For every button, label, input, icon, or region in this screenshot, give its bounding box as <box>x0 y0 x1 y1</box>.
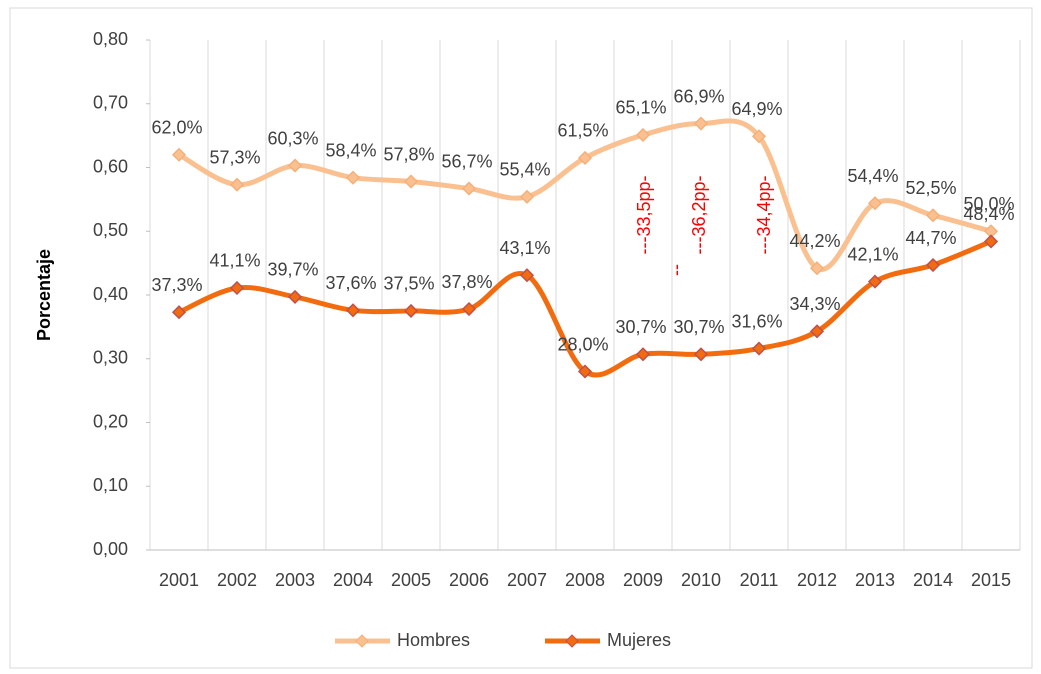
y-tick-label: 0,50 <box>93 220 128 240</box>
legend-label: Mujeres <box>607 630 671 650</box>
data-label: 43,1% <box>499 238 550 258</box>
data-label: 30,7% <box>615 317 666 337</box>
data-label: 42,1% <box>847 244 898 264</box>
data-label: 57,3% <box>209 147 260 167</box>
marker <box>287 158 303 173</box>
x-tick-label: 2005 <box>391 570 431 590</box>
chart-border <box>9 7 1033 669</box>
data-label: 54,4% <box>847 166 898 186</box>
y-tick-label: 0,80 <box>93 29 128 49</box>
x-tick-label: 2002 <box>217 570 257 590</box>
data-label: 48,4% <box>963 204 1014 224</box>
marker <box>925 208 941 223</box>
data-label: 57,8% <box>383 144 434 164</box>
marker <box>751 129 767 144</box>
y-tick-label: 0,60 <box>93 156 128 176</box>
marker <box>171 147 187 162</box>
data-label: 37,3% <box>151 275 202 295</box>
data-label: 65,1% <box>615 98 666 118</box>
marker <box>925 257 941 273</box>
y-tick-label: 0,30 <box>93 348 128 368</box>
annotation: -- <box>666 264 686 276</box>
legend-marker <box>355 634 369 648</box>
marker <box>693 116 709 131</box>
x-tick-label: 2014 <box>913 570 953 590</box>
marker <box>345 170 361 185</box>
data-label: 30,7% <box>673 317 724 337</box>
data-label: 52,5% <box>905 178 956 198</box>
data-label: 34,3% <box>789 294 840 314</box>
x-tick-label: 2011 <box>740 570 779 590</box>
x-tick-label: 2003 <box>275 570 315 590</box>
y-tick-label: 0,40 <box>93 284 128 304</box>
data-label: 37,8% <box>441 272 492 292</box>
data-label: 55,4% <box>499 160 550 180</box>
marker <box>751 341 767 356</box>
marker <box>577 364 593 379</box>
x-tick-label: 2012 <box>797 570 837 590</box>
data-label: 64,9% <box>731 99 782 119</box>
marker <box>461 181 477 196</box>
marker <box>229 280 245 296</box>
data-label: 39,7% <box>267 260 318 280</box>
marker <box>519 189 535 204</box>
annotation: ---34,4pp- <box>754 175 774 254</box>
marker <box>635 347 651 362</box>
x-tick-label: 2001 <box>159 570 199 590</box>
marker <box>229 177 245 192</box>
data-label: 28,0% <box>557 334 608 354</box>
marker <box>461 301 477 317</box>
marker <box>345 303 361 318</box>
data-label: 50,0% <box>963 194 1014 214</box>
marker <box>403 303 419 318</box>
data-label: 44,7% <box>905 228 956 248</box>
marker <box>577 150 593 165</box>
x-tick-label: 2006 <box>449 570 489 590</box>
data-label: 62,0% <box>151 118 202 138</box>
data-label: 61,5% <box>557 121 608 141</box>
marker <box>403 174 419 189</box>
marker <box>867 196 883 211</box>
data-label: 44,2% <box>789 231 840 251</box>
marker <box>983 234 999 249</box>
marker <box>809 261 825 276</box>
x-tick-label: 2004 <box>333 570 373 590</box>
legend-marker <box>565 634 579 648</box>
marker <box>809 324 825 339</box>
marker <box>867 274 883 289</box>
x-tick-label: 2015 <box>971 570 1011 590</box>
marker <box>693 347 709 362</box>
y-tick-label: 0,00 <box>93 539 128 559</box>
annotation: ---36,2pp- <box>689 175 709 254</box>
marker <box>287 289 303 304</box>
legend-label: Hombres <box>397 630 470 650</box>
x-tick-label: 2007 <box>507 570 547 590</box>
data-label: 56,7% <box>441 151 492 171</box>
x-tick-label: 2010 <box>681 570 721 590</box>
y-tick-label: 0,20 <box>93 411 128 431</box>
data-label: 37,5% <box>383 274 434 294</box>
data-label: 66,9% <box>673 86 724 106</box>
y-tick-label: 0,10 <box>93 475 128 495</box>
data-label: 60,3% <box>267 128 318 148</box>
x-tick-label: 2013 <box>855 570 895 590</box>
data-label: 58,4% <box>325 140 376 160</box>
data-label: 31,6% <box>731 311 782 331</box>
x-tick-label: 2008 <box>565 570 605 590</box>
data-label: 37,6% <box>325 273 376 293</box>
y-tick-label: 0,70 <box>93 93 128 113</box>
data-label: 41,1% <box>209 251 260 271</box>
line <box>177 118 992 272</box>
y-axis-title: Porcentaje <box>34 249 54 341</box>
marker <box>635 127 651 143</box>
annotation: ---33,5pp- <box>634 175 654 254</box>
marker <box>171 305 187 320</box>
marker <box>519 268 535 283</box>
x-tick-label: 2009 <box>623 570 663 590</box>
